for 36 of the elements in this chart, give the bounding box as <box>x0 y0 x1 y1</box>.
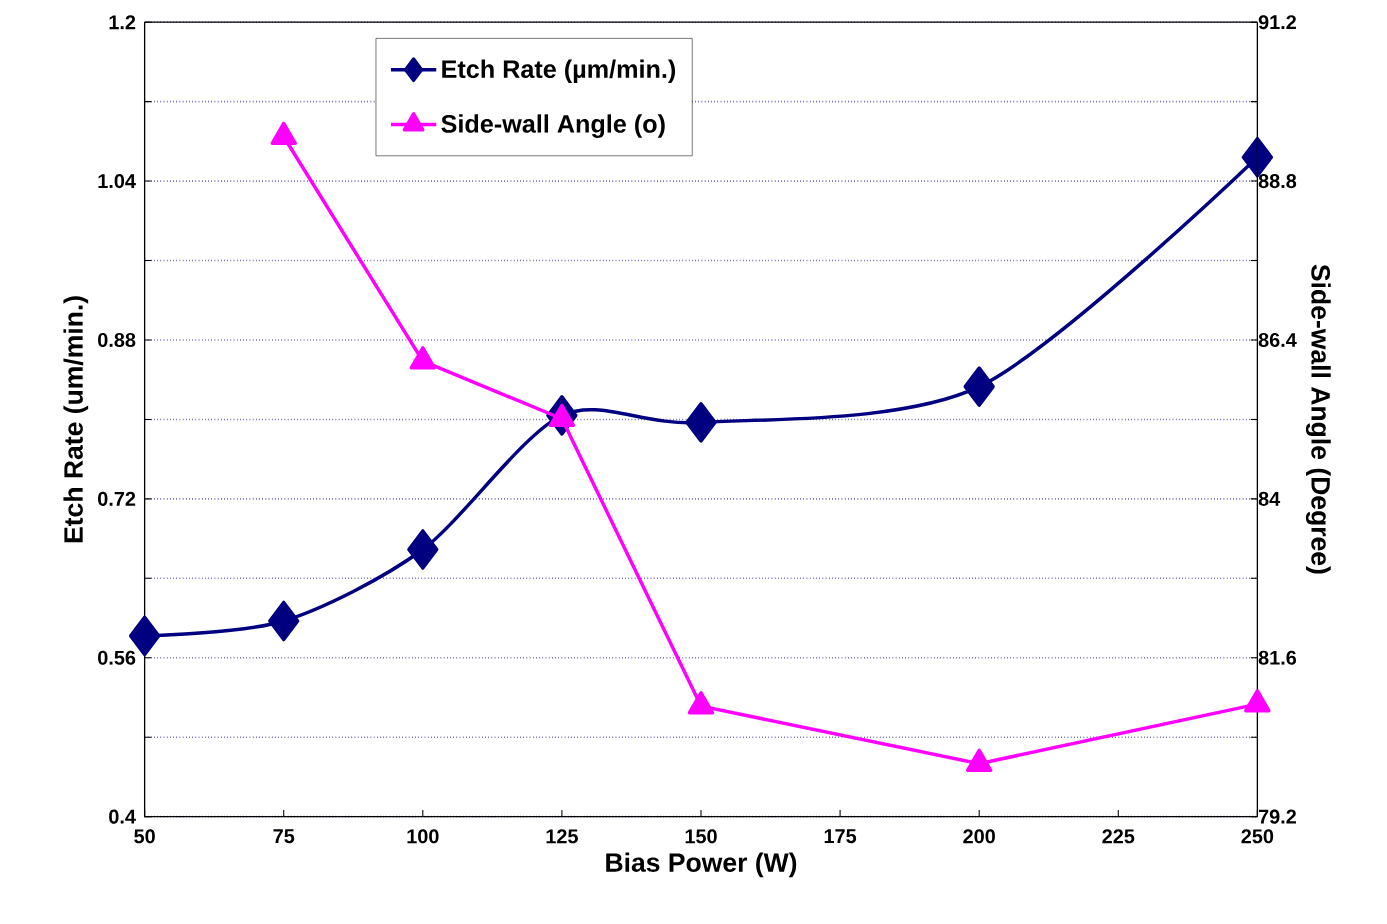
point <box>407 529 439 570</box>
point <box>965 748 993 772</box>
point <box>270 121 297 146</box>
y2-tick-label: 84 <box>1258 491 1281 506</box>
point <box>685 402 717 443</box>
x-tick-label: 125 <box>546 829 578 844</box>
y2-tick-label: 79.2 <box>1258 809 1296 824</box>
y-axis-title: Etch Rate (um/min.) <box>63 296 89 543</box>
y2-axis-title: Side-wall Angle (Degree) <box>1305 264 1331 574</box>
y-tick-label: 0.88 <box>98 332 136 347</box>
x-tick-label: 225 <box>1102 829 1135 844</box>
y2-tick-label: 81.6 <box>1258 650 1297 665</box>
y-tick-label: 1.2 <box>109 15 136 30</box>
point <box>268 600 300 642</box>
x-tick-label: 250 <box>1241 829 1274 844</box>
point <box>963 366 995 407</box>
x-axis-title: Bias Power (W) <box>606 852 797 878</box>
point <box>409 346 437 370</box>
x-tick-label: 150 <box>685 829 717 844</box>
y-tick-label: 0.4 <box>109 809 136 824</box>
x-tick-label: 200 <box>963 829 995 844</box>
x-tick-label: 175 <box>824 829 857 844</box>
point <box>1244 689 1271 713</box>
y-tick-label: 0.56 <box>98 650 136 665</box>
y-tick-label: 1.04 <box>98 174 136 189</box>
y-tick-label: 0.72 <box>98 491 136 506</box>
legend-label: Side-wall Angle (o) <box>441 114 665 138</box>
y2-tick-label: 91.2 <box>1258 15 1296 30</box>
x-tick-label: 100 <box>407 829 439 844</box>
y2-tick-label: 88.8 <box>1258 174 1297 189</box>
y2-tick-label: 86.4 <box>1258 332 1297 347</box>
x-tick-label: 75 <box>273 829 295 844</box>
point <box>687 691 715 715</box>
point <box>548 403 576 428</box>
x-tick-label: 50 <box>134 829 155 844</box>
legend-label: Etch Rate (µm/min.) <box>442 59 676 84</box>
